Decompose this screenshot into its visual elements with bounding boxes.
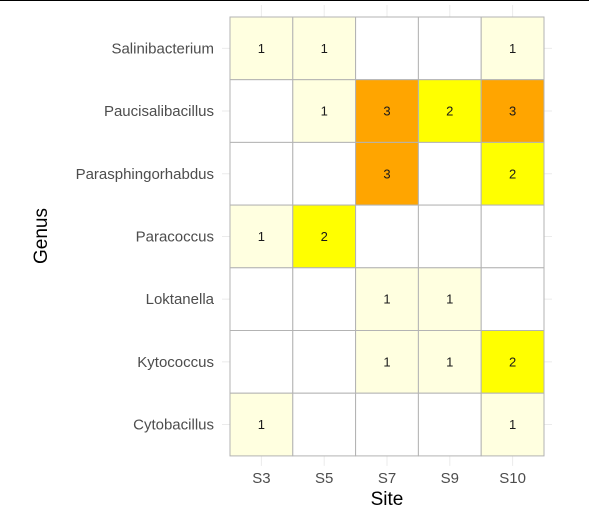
heatmap-cell [417, 204, 482, 269]
cell-value-label: 1 [446, 292, 453, 307]
heatmap-cell [480, 79, 545, 143]
x-axis-tick-labels: S3 S5 S7 S9 S10 [252, 470, 526, 487]
cell-value-label: 1 [383, 354, 390, 369]
heatmap-cell [355, 16, 419, 81]
heatmap-cell [355, 79, 419, 143]
heatmap-cell [355, 330, 419, 394]
heatmap-cell [480, 16, 545, 81]
y-axis-tick-labels: Salinibacterium Paucisalibacillus Parasphi… [76, 40, 215, 433]
heatmap-cell [417, 16, 482, 81]
heatmap-cell [292, 392, 357, 457]
heatmap-cell [229, 141, 294, 206]
heatmap-cell [229, 267, 294, 331]
heatmap-cell [480, 330, 545, 394]
x-tick-label: S10 [499, 470, 526, 487]
x-tick-label: S7 [378, 470, 396, 487]
heatmap-cell [480, 204, 545, 269]
x-tick-label: S3 [252, 470, 270, 487]
heatmap-cell [355, 204, 419, 269]
heatmap-cells: 1 1 1 1 3 2 3 3 2 1 2 1 1 1 1 2 1 1 [229, 16, 545, 457]
cell-value-label: 1 [509, 417, 516, 432]
cell-value-label: 1 [258, 417, 265, 432]
cell-value-label: 1 [258, 229, 265, 244]
heatmap-cell [229, 392, 294, 457]
cell-value-label: 3 [383, 166, 390, 181]
cell-value-label: 1 [446, 354, 453, 369]
heatmap-cell [292, 330, 357, 394]
x-tick-label: S9 [441, 470, 459, 487]
cell-value-label: 3 [509, 104, 516, 119]
x-axis-title: Site [371, 489, 404, 510]
heatmap-cell [292, 267, 357, 331]
y-tick-label: Cytobacillus [133, 417, 214, 434]
heatmap-cell [292, 204, 357, 269]
y-tick-label: Salinibacterium [111, 40, 214, 57]
heatmap-cell [480, 267, 545, 331]
y-tick-label: Kytococcus [137, 354, 214, 371]
x-tick-label: S5 [315, 470, 333, 487]
heatmap-cell [229, 16, 294, 81]
heatmap-cell [292, 141, 357, 206]
y-tick-label: Loktanella [146, 291, 215, 308]
cell-value-label: 3 [383, 104, 390, 119]
cell-value-label: 2 [509, 166, 516, 181]
heatmap-cell [417, 330, 482, 394]
y-tick-label: Paracoccus [136, 228, 214, 245]
cell-value-label: 1 [383, 292, 390, 307]
heatmap-cell [355, 392, 419, 457]
cell-value-label: 1 [321, 104, 328, 119]
cell-value-label: 1 [321, 41, 328, 56]
cell-value-label: 2 [321, 229, 328, 244]
heatmap-cell [480, 392, 545, 457]
heatmap-cell [229, 330, 294, 394]
cell-value-label: 2 [446, 104, 453, 119]
heatmap-cell [417, 392, 482, 457]
heatmap-cell [417, 267, 482, 331]
heatmap-cell [480, 141, 545, 206]
cell-value-label: 2 [509, 354, 516, 369]
heatmap-cell [417, 141, 482, 206]
y-tick-label: Paucisalibacillus [104, 103, 214, 120]
cell-value-label: 1 [258, 41, 265, 56]
cell-value-label: 1 [509, 41, 516, 56]
heatmap-cell [229, 79, 294, 143]
y-tick-label: Parasphingorhabdus [76, 166, 214, 183]
y-axis-title: Genus [31, 208, 52, 264]
